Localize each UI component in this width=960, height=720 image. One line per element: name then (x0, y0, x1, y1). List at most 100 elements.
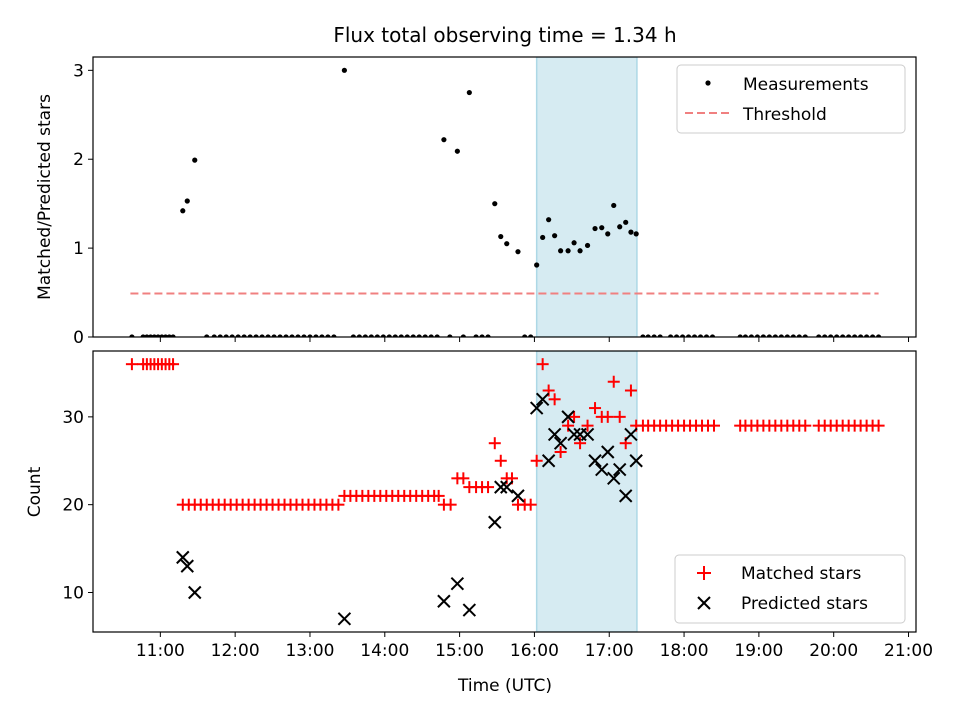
measurement-point (858, 334, 864, 337)
measurement-point (398, 334, 404, 337)
measurement-point (356, 334, 362, 337)
measurement-point (247, 334, 253, 337)
measurement-point (685, 334, 692, 337)
measurement-point (657, 334, 663, 337)
measurement-point (816, 334, 822, 337)
measurement-point (454, 148, 460, 154)
y-tick-label: 1 (73, 239, 84, 259)
measurement-point (350, 334, 356, 337)
matched-stars-point (613, 410, 626, 423)
measurement-point (271, 334, 277, 337)
measurement-point (479, 334, 485, 337)
measurement-point (870, 334, 876, 337)
measurement-point (875, 334, 882, 337)
measurement-point (259, 334, 265, 337)
measurement-point (645, 334, 651, 337)
top-legend-box (676, 64, 906, 134)
measurement-point (633, 231, 639, 237)
predicted-stars-point (488, 515, 502, 529)
measurement-point (864, 334, 870, 337)
legend-marker-matched (697, 566, 711, 580)
measurement-point (522, 334, 528, 337)
measurement-point (528, 334, 534, 337)
bottom-y-ticks: 10 20 30 (62, 408, 93, 603)
predicted-stars-point (511, 489, 525, 503)
measurement-point (504, 241, 510, 247)
top-data-marks (129, 67, 882, 337)
predicted-stars-point (588, 454, 602, 468)
measurement-point (623, 219, 629, 225)
measurement-point (434, 334, 440, 337)
matched-stars-point (872, 419, 885, 432)
measurement-point (802, 334, 808, 337)
measurement-point (840, 334, 846, 337)
legend-label-threshold: Threshold (742, 105, 827, 125)
matched-stars-point (125, 358, 138, 371)
matched-stars-point (482, 481, 495, 494)
top-shaded-interval (535, 57, 638, 337)
measurement-point (313, 334, 319, 337)
bottom-y-axis-label: Count (25, 466, 45, 517)
x-axis-label: Time (UTC) (457, 676, 552, 696)
predicted-stars-point (188, 585, 202, 600)
measurement-point (265, 334, 271, 337)
measurement-point (289, 334, 295, 337)
predicted-stars-point (601, 445, 615, 459)
predicted-stars-point (437, 594, 451, 608)
measurement-point (473, 334, 479, 337)
measurement-point (515, 249, 521, 255)
x-tick-label: 20:00 (809, 641, 858, 661)
y-tick-label: 3 (73, 61, 84, 81)
bottom-axes-frame (92, 350, 917, 633)
matched-stars-point (624, 384, 637, 397)
predicted-stars-point (618, 489, 633, 503)
predicted-stars-point (450, 576, 465, 591)
x-tick-label: 16:00 (510, 641, 559, 661)
predicted-stars-point (529, 401, 544, 415)
measurement-point (742, 334, 749, 337)
predicted-stars-point (580, 427, 595, 442)
bottom-legend-box (674, 554, 906, 624)
x-tick-label: 18:00 (660, 641, 709, 661)
measurement-point (651, 334, 657, 337)
predicted-stars-point (462, 603, 477, 617)
measurement-point (691, 334, 698, 337)
y-tick-label: 30 (62, 408, 84, 428)
measurement-point (498, 233, 504, 240)
matched-stars-point (554, 445, 567, 458)
matched-stars-point (607, 375, 620, 388)
measurement-point (325, 334, 331, 337)
matched-stars-point (444, 498, 457, 511)
measurement-point (223, 334, 229, 337)
y-tick-label: 10 (62, 583, 84, 603)
x-tick-label: 11:00 (136, 641, 185, 661)
measurement-point (341, 67, 347, 73)
measurement-point (229, 334, 235, 337)
x-tick-label: 13:00 (285, 641, 334, 661)
predicted-stars-point (567, 427, 581, 442)
measurement-point (447, 334, 453, 337)
predicted-stars-point (176, 550, 190, 565)
measurement-point (277, 334, 283, 337)
measurement-point (703, 334, 710, 337)
measurement-point (828, 334, 834, 337)
measurement-point (380, 334, 386, 337)
measurement-point (180, 208, 186, 214)
measurement-point (170, 334, 176, 337)
legend-label-matched: Matched stars (741, 564, 861, 584)
measurement-point (679, 334, 686, 337)
matched-stars-point (457, 472, 470, 485)
matched-stars-point (524, 498, 537, 511)
measurement-point (617, 224, 623, 230)
measurement-point (460, 334, 466, 337)
top-y-axis-label: Matched/Predicted stars (35, 94, 55, 300)
matched-stars-point (568, 410, 581, 423)
y-tick-label: 0 (73, 328, 84, 348)
matched-stars-point (601, 410, 614, 423)
matched-stars-point (332, 498, 345, 511)
measurement-point (546, 217, 552, 223)
measurement-point (697, 334, 704, 337)
matched-stars-point (536, 358, 549, 371)
y-tick-label: 20 (62, 496, 84, 516)
matched-stars-point (494, 454, 507, 467)
